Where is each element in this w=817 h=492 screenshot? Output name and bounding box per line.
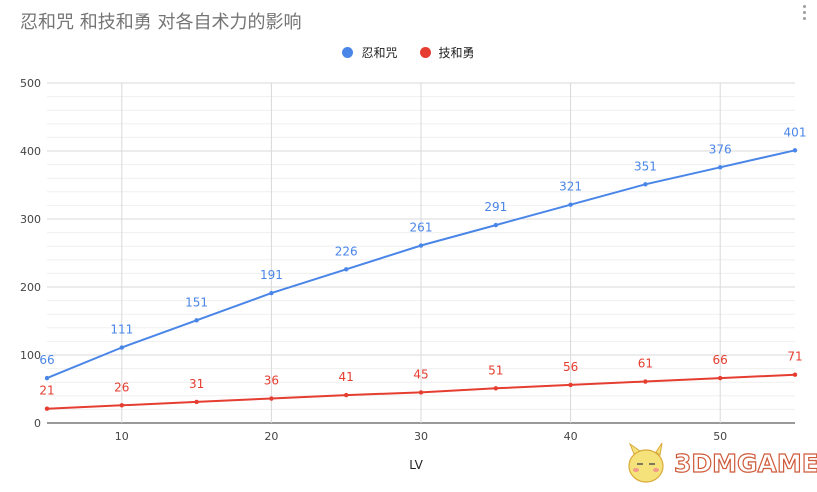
x-tick-label: 30 bbox=[414, 430, 428, 443]
y-tick-label: 500 bbox=[20, 77, 41, 90]
x-tick-label: 40 bbox=[564, 430, 578, 443]
data-point bbox=[269, 290, 274, 296]
data-point bbox=[194, 399, 199, 405]
data-point bbox=[194, 318, 199, 323]
data-point bbox=[792, 148, 798, 153]
legend-item-series-1[interactable]: 忍和咒 bbox=[342, 44, 398, 61]
watermark-logo: 3DMGAME bbox=[622, 440, 817, 486]
legend-marker-icon bbox=[342, 47, 354, 58]
y-tick-label: 300 bbox=[20, 213, 41, 226]
x-tick-label: 50 bbox=[713, 430, 727, 443]
data-label: 61 bbox=[638, 357, 653, 371]
data-point bbox=[44, 375, 50, 381]
data-point bbox=[718, 165, 723, 170]
data-label: 111 bbox=[110, 323, 133, 337]
legend-marker-icon bbox=[419, 47, 431, 58]
chart-title: 忍和咒 和技和勇 对各自术力的影响 bbox=[20, 12, 302, 33]
data-point bbox=[344, 392, 349, 398]
data-label: 36 bbox=[264, 374, 279, 388]
data-point bbox=[119, 403, 125, 408]
more-options-icon[interactable] bbox=[797, 2, 811, 22]
data-label: 26 bbox=[114, 380, 129, 394]
data-point bbox=[418, 243, 424, 248]
data-label: 66 bbox=[39, 353, 54, 367]
x-axis-label: LV bbox=[409, 458, 423, 472]
data-label: 151 bbox=[185, 295, 208, 309]
x-tick-label: 10 bbox=[115, 430, 129, 443]
y-tick-label: 200 bbox=[20, 281, 41, 294]
data-label: 321 bbox=[559, 180, 582, 194]
legend-label: 忍和咒 bbox=[361, 46, 398, 60]
y-tick-label: 100 bbox=[20, 349, 41, 362]
data-label: 71 bbox=[787, 350, 802, 364]
data-label: 226 bbox=[335, 244, 358, 258]
data-point bbox=[493, 386, 498, 391]
data-label: 261 bbox=[410, 221, 433, 235]
data-point bbox=[792, 372, 798, 377]
data-label: 351 bbox=[634, 159, 657, 173]
y-tick-label: 0 bbox=[34, 417, 41, 430]
data-label: 191 bbox=[260, 268, 283, 282]
data-point bbox=[493, 222, 498, 228]
data-label: 401 bbox=[784, 125, 807, 139]
data-point bbox=[718, 375, 723, 381]
data-point bbox=[418, 390, 424, 395]
legend-item-series-2[interactable]: 技和勇 bbox=[419, 44, 475, 61]
data-label: 51 bbox=[488, 363, 503, 377]
data-point bbox=[643, 379, 648, 384]
y-tick-label: 400 bbox=[20, 145, 41, 158]
data-label: 56 bbox=[563, 360, 578, 374]
mascot-icon bbox=[628, 442, 664, 483]
data-label: 21 bbox=[39, 384, 54, 398]
data-label: 31 bbox=[189, 377, 204, 391]
data-point bbox=[119, 345, 125, 350]
data-label: 41 bbox=[339, 370, 354, 384]
watermark-text: 3DMGAME bbox=[673, 448, 817, 478]
data-label: 291 bbox=[484, 200, 507, 214]
data-label: 45 bbox=[413, 367, 428, 381]
data-point bbox=[568, 382, 573, 388]
data-label: 376 bbox=[709, 142, 732, 156]
data-point bbox=[643, 182, 648, 187]
legend-label: 技和勇 bbox=[438, 46, 475, 60]
legend: 忍和咒 技和勇 bbox=[0, 44, 817, 61]
data-point bbox=[568, 202, 573, 207]
data-point bbox=[344, 267, 349, 272]
data-label: 66 bbox=[713, 353, 728, 367]
x-tick-label: 20 bbox=[264, 430, 278, 443]
data-point bbox=[44, 406, 50, 411]
data-point bbox=[269, 396, 274, 401]
